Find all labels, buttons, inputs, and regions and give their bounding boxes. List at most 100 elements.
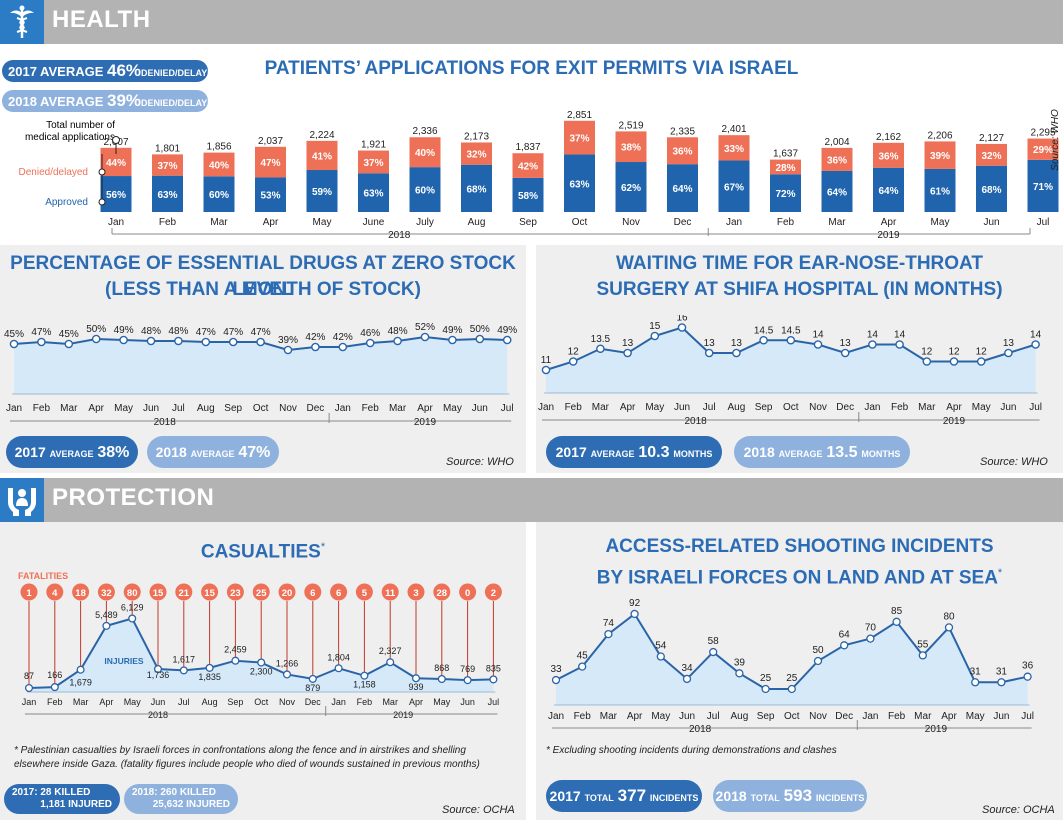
data-point: [1031, 340, 1040, 349]
data-label: 70: [865, 623, 877, 634]
casualties-panel: CASUALTIES* FATALITIES 1 4 18 32 80 15 21 15 23 25…: [0, 522, 526, 820]
injury-point: [437, 674, 446, 684]
denied-label: 32%: [466, 150, 486, 161]
fatality-value: 0: [465, 588, 470, 599]
denied-bar: [1027, 138, 1059, 160]
approved-label: 53%: [260, 191, 280, 202]
month-label: Feb: [574, 711, 592, 722]
data-point: [568, 357, 578, 366]
year-label: 2019: [925, 724, 948, 735]
total-label: 2,162: [876, 132, 901, 143]
injury-point: [205, 663, 214, 672]
data-point: [866, 634, 875, 643]
month-label: Apr: [941, 711, 957, 722]
total-label: 2,851: [567, 110, 592, 121]
month-label: Jan: [22, 697, 37, 707]
injury-point: [282, 670, 292, 679]
month-label: Dec: [836, 402, 854, 413]
legend-total-l2: medical applications: [25, 132, 115, 143]
data-label: 42%: [305, 332, 325, 343]
injury-point: [386, 658, 395, 667]
year-label: 2019: [393, 710, 413, 720]
month-label: Aug: [731, 711, 749, 722]
month-label: Apr: [620, 402, 636, 413]
data-label: 11: [541, 355, 552, 366]
data-point: [709, 647, 718, 657]
month-label: Jul: [178, 697, 190, 707]
month-label: Feb: [362, 403, 380, 414]
month-label: Jan: [108, 217, 124, 228]
shooting-title-l2: BY ISRAELI FORCES ON LAND AND AT SEA*: [596, 567, 1003, 589]
ent-source: Source: WHO: [980, 456, 1048, 468]
month-label: Feb: [47, 697, 63, 707]
month-label: Feb: [565, 402, 583, 413]
approved-label: 61%: [930, 186, 950, 197]
total-label: 2,206: [927, 130, 952, 141]
year-label: 2019: [877, 230, 900, 241]
month-label: Jun: [151, 697, 166, 707]
data-label: 58: [708, 636, 720, 647]
total-label: 2,295: [1030, 128, 1055, 139]
avg-2018-pill: 2018 AVERAGE 39%DENIED/DELAYED: [2, 90, 220, 112]
data-point: [283, 345, 293, 355]
month-label: Jun: [143, 403, 159, 414]
month-label: Sep: [757, 711, 775, 722]
injury-value: 1,835: [198, 672, 221, 682]
data-label: 13: [704, 338, 716, 349]
injury-value: 1,736: [147, 670, 170, 680]
denied-bar: [358, 150, 389, 174]
injury-value: 166: [47, 670, 62, 680]
data-label: 14: [867, 330, 879, 341]
data-label: 64: [839, 629, 851, 640]
data-point: [944, 623, 954, 632]
protection-header: PROTECTION: [0, 478, 1063, 522]
data-label: 47%: [31, 327, 51, 338]
data-label: 13.5: [591, 334, 611, 345]
data-point: [759, 335, 768, 345]
month-label: May: [651, 711, 670, 722]
month-label: Apr: [409, 697, 423, 707]
month-label: Oct: [784, 711, 800, 722]
fatality-bubble: [381, 583, 399, 601]
data-label: 45: [577, 651, 589, 662]
data-point: [704, 348, 714, 358]
fatality-value: 18: [75, 588, 86, 599]
data-point: [475, 334, 485, 344]
data-label: 31: [996, 666, 1008, 677]
injury-value: 1,679: [69, 678, 92, 688]
fatality-value: 6: [336, 588, 341, 599]
month-label: May: [443, 403, 462, 414]
denied-bar: [615, 131, 647, 163]
approved-bar: [718, 160, 750, 212]
total-label: 2,127: [979, 133, 1004, 144]
data-label: 13: [622, 338, 634, 349]
area-fill: [546, 327, 1036, 393]
data-point: [393, 336, 402, 346]
month-label: Jul: [1037, 217, 1050, 228]
data-point: [813, 656, 823, 666]
fatality-value: 25: [256, 588, 267, 599]
month-label: Sep: [755, 402, 773, 413]
year-label: 2018: [148, 710, 168, 720]
denied-bar: [461, 142, 492, 165]
data-point: [895, 340, 904, 349]
denied-label: 37%: [157, 161, 177, 172]
month-label: Jan: [864, 402, 880, 413]
data-point: [365, 338, 375, 348]
data-point: [174, 336, 183, 346]
fatality-bubble: [459, 583, 477, 601]
fatality-value: 2: [491, 588, 496, 599]
data-label: 13: [1003, 338, 1015, 349]
approved-label: 58%: [518, 191, 538, 202]
approved-label: 56%: [106, 190, 126, 201]
month-label: Jan: [331, 697, 346, 707]
month-label: Oct: [783, 402, 799, 413]
approved-bar: [512, 177, 544, 212]
legend-total-l1: Total number of: [46, 120, 115, 131]
data-point: [623, 348, 632, 358]
month-label: Nov: [279, 697, 296, 707]
fatality-bubble: [226, 583, 244, 601]
permits-panel: PATIENTS’ APPLICATIONS FOR EXIT PERMITS …: [0, 44, 1063, 241]
caduceus-icon: [0, 0, 44, 44]
